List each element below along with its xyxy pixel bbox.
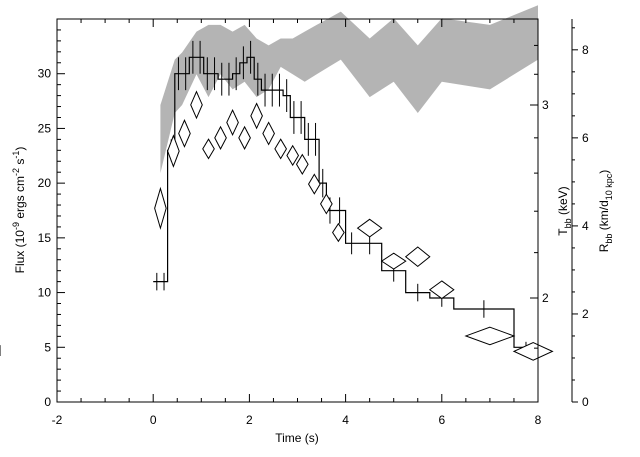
labels-layer: Time (s) Flux (10-9 ergs cm-2 s-1) Tbb (… (11, 147, 614, 445)
y-left-tick-label: 30 (38, 67, 52, 81)
y-right-outer-axis-title: Rbb (km/d10 kpc) (597, 170, 614, 253)
y-left-tick-label: 20 (38, 176, 52, 190)
y-radius-tick-label: 6 (582, 131, 589, 145)
y-left-tick-label: 15 (38, 231, 52, 245)
x-tick-label: 6 (438, 413, 445, 427)
radius-point (286, 144, 300, 167)
y-temp-tick-label: 2 (542, 291, 549, 305)
radius-point (238, 125, 251, 150)
y-radius-tick-label: 8 (582, 43, 589, 57)
data-layer (0, 5, 554, 361)
y-right-inner-axis-title: Tbb (keV) (556, 186, 573, 235)
x-tick-label: 0 (150, 413, 157, 427)
radius-point (202, 138, 215, 160)
y-left-tick-label: 25 (38, 121, 52, 135)
radius-point (226, 108, 239, 136)
y-radius-tick-label: 0 (582, 395, 589, 409)
radius-point (250, 102, 263, 130)
radius-point (214, 125, 227, 150)
radius-point (274, 138, 288, 160)
temperature-band (160, 5, 538, 174)
y-radius-tick-label: 2 (582, 307, 589, 321)
radius-point (332, 222, 345, 243)
y-left-tick-label: 10 (38, 286, 52, 300)
radius-point (307, 173, 321, 195)
radius-point (404, 246, 431, 268)
flux-histogram (153, 56, 539, 351)
radius-point (154, 186, 167, 230)
radius-point (428, 280, 455, 300)
radius-point (380, 252, 407, 270)
radius-point (178, 119, 191, 148)
y-left-tick-label: 0 (44, 395, 51, 409)
y-left-tick-label: 5 (44, 340, 51, 354)
radius-point (295, 153, 309, 175)
x-tick-label: 8 (535, 413, 542, 427)
radius-point (464, 326, 516, 346)
radius-point (320, 193, 333, 215)
x-tick-label: 2 (246, 413, 253, 427)
x-axis-title: Time (s) (275, 431, 319, 445)
radius-point (190, 90, 203, 120)
y-left-axis-title: Flux (10-9 ergs cm-2 s-1) (11, 147, 27, 274)
x-tick-label: -2 (52, 413, 63, 427)
radius-point (262, 121, 275, 146)
radius-point (167, 134, 180, 168)
x-tick-label: 4 (342, 413, 349, 427)
radius-point (512, 342, 554, 361)
radius-point (356, 218, 383, 238)
y-temp-tick-label: 3 (542, 98, 549, 112)
y-radius-tick-label: 4 (582, 219, 589, 233)
